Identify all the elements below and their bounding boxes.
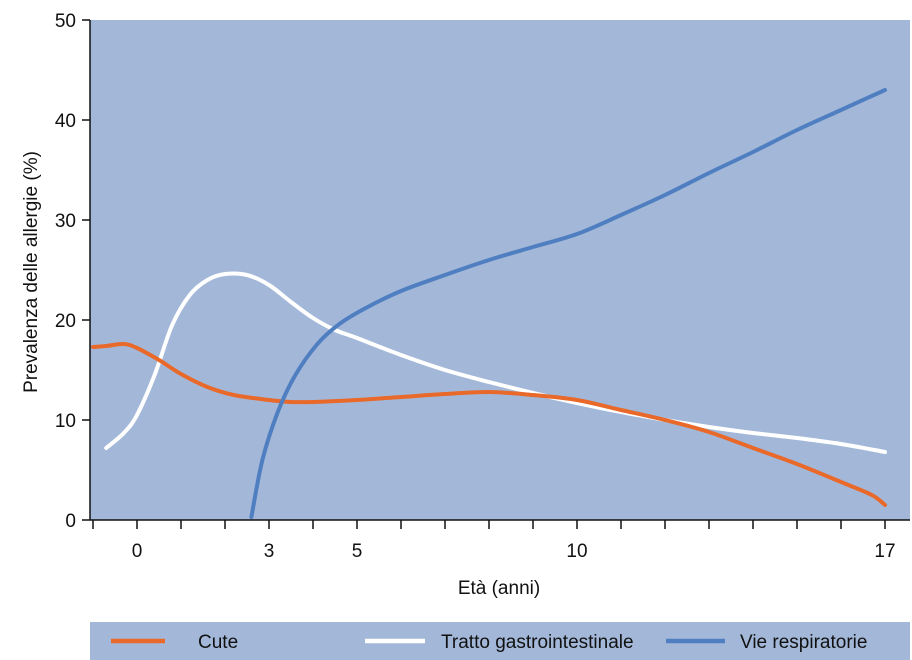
x-tick-label: 10 — [566, 541, 587, 562]
series-line-cute — [91, 341, 887, 507]
series-layer — [91, 88, 887, 519]
y-tick-label: 40 — [55, 111, 76, 132]
x-tick-label: 3 — [264, 541, 275, 562]
x-tick-label: 17 — [874, 541, 895, 562]
plot-area — [90, 20, 910, 520]
legend-box — [90, 622, 910, 660]
x-tick-label: 5 — [352, 541, 363, 562]
y-tick-label: 20 — [55, 311, 76, 332]
x-tick-label: 0 — [132, 541, 143, 562]
legend-label-cute: Cute — [198, 632, 238, 653]
y-tick-label: 10 — [55, 411, 76, 432]
legend: Cute Tratto gastrointestinale Vie respirat… — [111, 632, 867, 653]
x-axis-title: Età (anni) — [458, 578, 540, 599]
y-axis-title: Prevalenza delle allergie (%) — [21, 151, 42, 393]
y-tick-label: 0 — [65, 511, 76, 532]
y-tick-label: 30 — [55, 211, 76, 232]
legend-label-tratto-gastrointestinale: Tratto gastrointestinale — [441, 632, 634, 653]
series-line-vie-respiratorie — [249, 88, 887, 519]
y-tick-label: 50 — [55, 11, 76, 32]
series-line-tratto-gastrointestinale — [104, 271, 887, 454]
axes-layer: 0 10 20 30 40 50 0 3 5 10 17 — [55, 11, 910, 562]
legend-label-vie-respiratorie: Vie respiratorie — [740, 632, 867, 653]
